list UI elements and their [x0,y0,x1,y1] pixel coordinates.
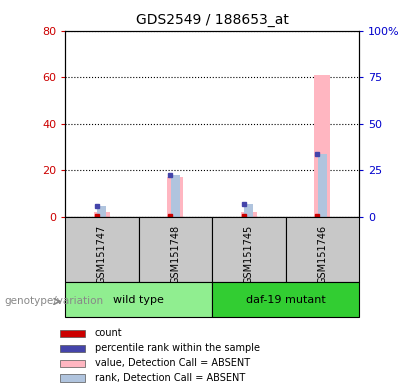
Text: rank, Detection Call = ABSENT: rank, Detection Call = ABSENT [95,373,245,383]
Bar [94,212,110,217]
Text: GSM151746: GSM151746 [318,225,327,284]
Text: value, Detection Call = ABSENT: value, Detection Call = ABSENT [95,358,250,368]
Text: wild type: wild type [113,295,164,305]
Bar [139,217,212,282]
Text: GSM151748: GSM151748 [171,225,180,284]
Bar [65,282,212,317]
Text: percentile rank within the sample: percentile rank within the sample [95,343,260,353]
Bar [65,217,139,282]
Text: GSM151745: GSM151745 [244,225,254,284]
Bar [212,282,359,317]
Bar [244,204,253,217]
Bar [314,75,331,217]
Bar [318,154,327,217]
Text: GSM151747: GSM151747 [97,225,107,284]
Bar [212,217,286,282]
Bar [60,359,85,367]
Bar [241,212,257,217]
Text: daf-19 mutant: daf-19 mutant [246,295,326,305]
Bar [171,175,180,217]
Text: genotype/variation: genotype/variation [4,296,103,306]
Bar [60,345,85,352]
Bar [60,374,85,382]
Bar [60,330,85,337]
Text: count: count [95,328,123,338]
Bar [97,207,106,217]
Bar [286,217,359,282]
Title: GDS2549 / 188653_at: GDS2549 / 188653_at [136,13,289,27]
Bar [167,177,184,217]
